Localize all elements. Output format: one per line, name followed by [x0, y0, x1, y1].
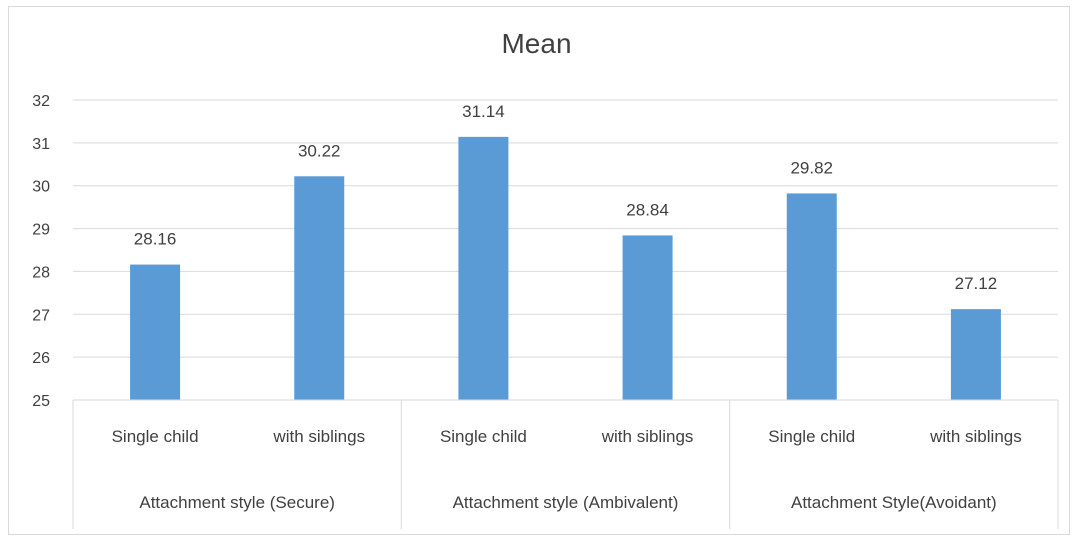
y-tick-label: 30 — [32, 179, 50, 196]
data-label: 27.12 — [955, 274, 998, 293]
category-label: Single child — [112, 427, 199, 446]
data-label: 30.22 — [298, 141, 341, 160]
bar — [458, 136, 509, 400]
y-tick-label: 25 — [32, 393, 50, 410]
bar — [130, 264, 181, 400]
group-label: Attachment style (Ambivalent) — [453, 493, 679, 512]
y-tick-label: 26 — [32, 350, 50, 367]
category-label: with siblings — [601, 427, 694, 446]
y-tick-label: 29 — [32, 222, 50, 239]
y-tick-label: 27 — [32, 307, 50, 324]
category-label: Single child — [440, 427, 527, 446]
group-label: Attachment Style(Avoidant) — [791, 493, 997, 512]
bar — [294, 176, 345, 400]
chart-frame — [8, 6, 1070, 535]
y-tick-label: 32 — [32, 93, 50, 110]
data-label: 29.82 — [790, 158, 833, 177]
bar — [786, 193, 837, 400]
bar — [622, 235, 673, 400]
group-label: Attachment style (Secure) — [139, 493, 335, 512]
chart-title: Mean — [501, 28, 572, 59]
category-label: with siblings — [929, 427, 1022, 446]
category-label: with siblings — [272, 427, 365, 446]
category-label: Single child — [768, 427, 855, 446]
data-label: 28.84 — [626, 200, 669, 219]
data-label: 28.16 — [134, 230, 177, 249]
y-tick-label: 31 — [32, 136, 50, 153]
data-label: 31.14 — [462, 102, 505, 121]
y-tick-label: 28 — [32, 264, 50, 281]
bar — [950, 309, 1001, 400]
